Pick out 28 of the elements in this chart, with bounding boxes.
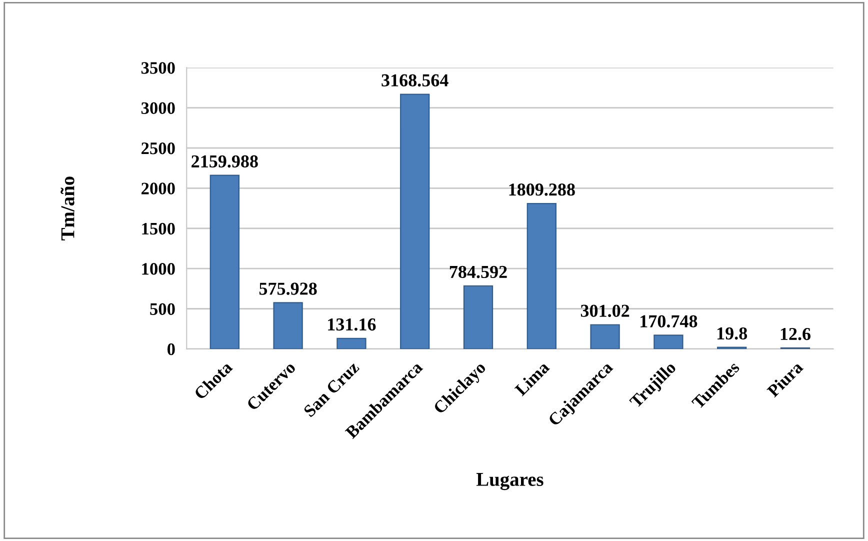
- data-label: 2159.988: [192, 155, 258, 168]
- bar: [210, 174, 240, 349]
- y-tick-label: 3500: [141, 62, 175, 74]
- bar: [590, 324, 620, 349]
- data-label: 3168.564: [382, 74, 448, 87]
- y-tick-label: 2500: [142, 142, 175, 154]
- bar: [400, 94, 430, 349]
- y-tick-label: 2000: [142, 182, 175, 194]
- data-label: 1809.288: [509, 184, 575, 196]
- y-axis-title: Tm/año: [60, 176, 74, 240]
- y-tick-label: 0: [167, 343, 175, 356]
- bar: [654, 334, 684, 349]
- data-label: 19.8: [717, 327, 748, 340]
- y-tick-label: 1000: [142, 263, 175, 275]
- x-axis-title: Lugares: [476, 473, 544, 490]
- data-label: 575.928: [259, 282, 317, 295]
- data-label: 301.02: [580, 304, 630, 317]
- bar: [273, 302, 303, 349]
- data-label: 131.16: [328, 318, 376, 331]
- y-tick-label: 1500: [142, 222, 175, 235]
- bar: [526, 202, 556, 349]
- data-label: 784.592: [450, 266, 507, 278]
- data-label: 12.6: [780, 328, 811, 340]
- y-tick-label: 500: [150, 303, 175, 315]
- data-label: 170.748: [640, 315, 698, 328]
- bar: [463, 285, 494, 349]
- y-tick-label: 3000: [141, 102, 175, 114]
- bar: [336, 338, 366, 349]
